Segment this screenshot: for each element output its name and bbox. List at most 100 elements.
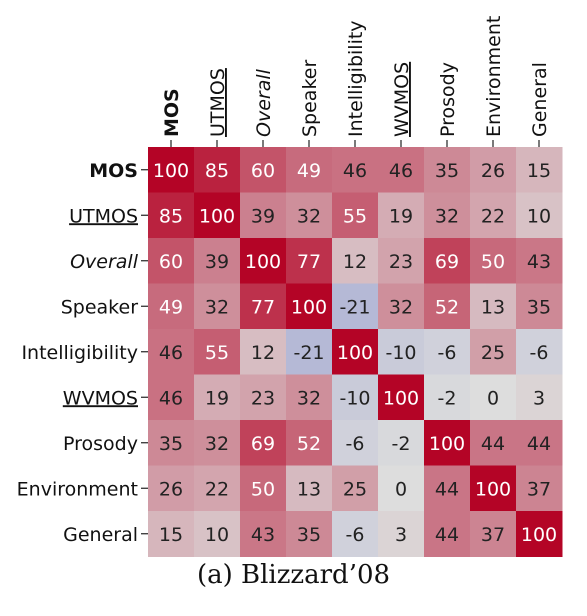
cell-value-mos-environment: 26 — [481, 160, 505, 182]
cell-value-environment-speaker: 13 — [297, 478, 321, 500]
cell-mos-prosody — [424, 147, 471, 193]
column-label-prosody: Prosody — [437, 62, 459, 137]
cell-value-prosody-speaker: 52 — [297, 433, 321, 455]
cell-overall-utmos — [194, 238, 241, 284]
cell-value-intelligibility-environment: 25 — [481, 342, 505, 364]
cell-value-mos-speaker: 49 — [297, 160, 321, 182]
cell-value-overall-utmos: 39 — [205, 251, 229, 273]
cell-environment-wvmos — [378, 465, 425, 512]
cell-value-environment-utmos: 22 — [205, 478, 229, 500]
cell-speaker-mos — [148, 283, 195, 330]
cell-value-general-overall: 43 — [251, 524, 275, 546]
cell-general-mos — [148, 511, 195, 557]
cell-environment-intelligibility — [332, 465, 379, 512]
cell-utmos-utmos — [194, 192, 241, 239]
cell-utmos-speaker — [286, 192, 333, 239]
cell-value-intelligibility-utmos: 55 — [205, 342, 229, 364]
row-label-overall: Overall — [70, 251, 139, 273]
cell-value-wvmos-intelligibility: -10 — [339, 387, 370, 409]
cell-value-prosody-utmos: 32 — [205, 433, 229, 455]
cell-mos-overall — [240, 147, 287, 193]
cell-utmos-general — [516, 192, 563, 239]
cell-value-speaker-utmos: 32 — [205, 296, 229, 318]
cell-speaker-utmos — [194, 283, 241, 330]
cell-value-prosody-overall: 69 — [251, 433, 275, 455]
cell-mos-general — [516, 147, 563, 193]
row-label-speaker: Speaker — [61, 296, 138, 318]
column-label-wvmos: WVMOS — [391, 62, 413, 137]
cell-value-mos-overall: 60 — [251, 160, 275, 182]
cell-value-overall-overall: 100 — [245, 251, 281, 273]
cell-overall-environment — [470, 238, 517, 284]
column-labels: MOS UTMOS Overall Speaker Intelligibility WVM… — [161, 16, 551, 147]
cell-speaker-general — [516, 283, 563, 330]
cell-value-general-general: 100 — [521, 524, 557, 546]
column-label-speaker: Speaker — [299, 60, 321, 137]
cell-intelligibility-prosody — [424, 329, 471, 375]
column-label-intelligibility: Intelligibility — [345, 20, 367, 137]
cell-value-speaker-overall: 77 — [251, 296, 275, 318]
row-label-wvmos: WVMOS — [63, 387, 138, 409]
cell-utmos-environment — [470, 192, 517, 239]
cell-value-intelligibility-overall: 12 — [251, 342, 275, 364]
row-label-mos: MOS — [89, 160, 138, 182]
cell-value-intelligibility-speaker: -21 — [293, 342, 324, 364]
cell-utmos-prosody — [424, 192, 471, 239]
cell-general-overall — [240, 511, 287, 557]
cell-prosody-prosody — [424, 420, 471, 466]
cell-wvmos-environment — [470, 374, 517, 421]
cell-intelligibility-wvmos — [378, 329, 425, 375]
column-label-general: General — [529, 62, 551, 137]
cell-value-overall-wvmos: 23 — [389, 251, 413, 273]
cell-value-overall-intelligibility: 12 — [343, 251, 367, 273]
cell-value-environment-wvmos: 0 — [395, 478, 407, 500]
cell-speaker-overall — [240, 283, 287, 330]
cell-value-mos-general: 15 — [527, 160, 551, 182]
cell-mos-speaker — [286, 147, 333, 193]
cell-intelligibility-utmos — [194, 329, 241, 375]
cell-value-mos-prosody: 35 — [435, 160, 459, 182]
cell-environment-utmos — [194, 465, 241, 512]
cell-value-wvmos-prosody: -2 — [438, 387, 457, 409]
cell-value-wvmos-speaker: 32 — [297, 387, 321, 409]
cell-value-mos-wvmos: 46 — [389, 160, 413, 182]
cell-prosody-wvmos — [378, 420, 425, 466]
cell-wvmos-general — [516, 374, 563, 421]
cell-value-speaker-environment: 13 — [481, 296, 505, 318]
cell-value-overall-environment: 50 — [481, 251, 505, 273]
cell-wvmos-prosody — [424, 374, 471, 421]
cell-utmos-intelligibility — [332, 192, 379, 239]
cell-overall-intelligibility — [332, 238, 379, 284]
cell-wvmos-overall — [240, 374, 287, 421]
cell-value-prosody-wvmos: -2 — [392, 433, 411, 455]
cell-value-environment-prosody: 44 — [435, 478, 459, 500]
cell-environment-mos — [148, 465, 195, 512]
cell-value-prosody-environment: 44 — [481, 433, 505, 455]
cell-wvmos-utmos — [194, 374, 241, 421]
chart-caption: (a) Blizzard’08 — [196, 560, 391, 590]
cell-value-intelligibility-mos: 46 — [159, 342, 183, 364]
cell-value-wvmos-environment: 0 — [487, 387, 499, 409]
cell-overall-wvmos — [378, 238, 425, 284]
cell-general-wvmos — [378, 511, 425, 557]
cell-value-intelligibility-prosody: -6 — [438, 342, 457, 364]
cell-intelligibility-mos — [148, 329, 195, 375]
cell-overall-mos — [148, 238, 195, 284]
cell-environment-prosody — [424, 465, 471, 512]
cell-mos-mos — [148, 147, 195, 193]
cell-value-speaker-mos: 49 — [159, 296, 183, 318]
cell-value-overall-general: 43 — [527, 251, 551, 273]
cell-general-utmos — [194, 511, 241, 557]
cell-value-speaker-speaker: 100 — [291, 296, 327, 318]
cell-prosody-overall — [240, 420, 287, 466]
cell-mos-utmos — [194, 147, 241, 193]
cell-mos-wvmos — [378, 147, 425, 193]
cell-environment-overall — [240, 465, 287, 512]
cell-overall-general — [516, 238, 563, 284]
row-label-prosody: Prosody — [63, 433, 138, 455]
cell-intelligibility-environment — [470, 329, 517, 375]
cell-overall-prosody — [424, 238, 471, 284]
cell-value-general-prosody: 44 — [435, 524, 459, 546]
cell-intelligibility-speaker — [286, 329, 333, 375]
cell-overall-speaker — [286, 238, 333, 284]
